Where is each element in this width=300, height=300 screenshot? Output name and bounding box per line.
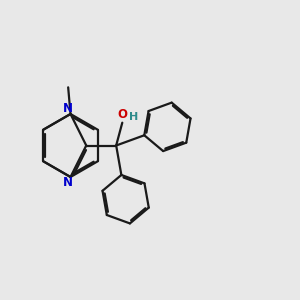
Text: N: N	[63, 102, 73, 115]
Text: H: H	[129, 112, 138, 122]
Text: N: N	[63, 176, 73, 189]
Text: O: O	[117, 108, 127, 121]
